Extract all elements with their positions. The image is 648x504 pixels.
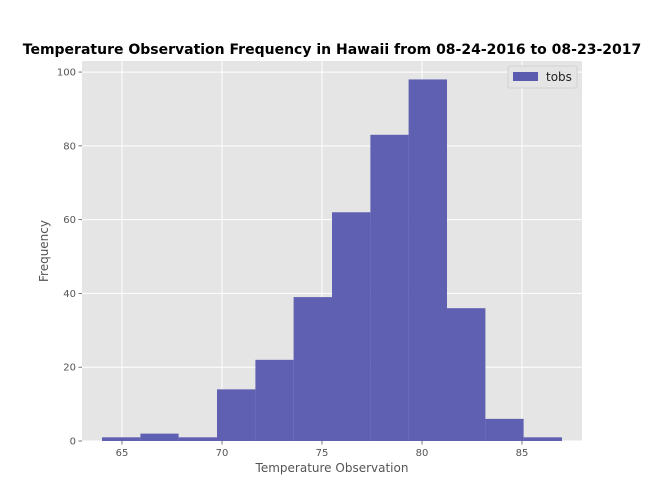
y-tick-label: 100 <box>57 68 76 79</box>
x-axis-ticks: 65 70 75 80 85 <box>116 441 529 459</box>
x-tick-label: 80 <box>416 448 429 459</box>
histogram-bar <box>293 297 332 441</box>
chart-title: Temperature Observation Frequency in Haw… <box>23 42 641 58</box>
legend-label-tobs: tobs <box>546 70 572 84</box>
x-tick-label: 65 <box>116 448 129 459</box>
y-axis-ticks: 0 20 40 60 80 100 <box>57 68 82 448</box>
legend-box <box>507 65 578 89</box>
histogram-bars <box>102 79 562 442</box>
histogram-bar <box>523 437 562 441</box>
x-tick-label: 70 <box>216 448 229 459</box>
grid-lines <box>82 61 582 442</box>
histogram-bar <box>370 134 409 441</box>
histogram-bar <box>408 79 447 442</box>
y-tick-label: 0 <box>70 437 76 448</box>
histogram-bar <box>140 433 179 441</box>
y-tick-label: 80 <box>63 141 76 152</box>
legend-swatch-tobs <box>513 72 538 81</box>
histogram-bar <box>485 418 524 441</box>
x-axis-label: Temperature Observation <box>255 461 409 475</box>
histogram-bar <box>447 308 486 441</box>
y-tick-label: 60 <box>63 215 76 226</box>
x-tick-label: 85 <box>516 448 529 459</box>
y-axis-label: Frequency <box>37 220 51 282</box>
legend: tobs <box>507 65 578 89</box>
x-tick-label: 75 <box>316 448 329 459</box>
histogram-bar <box>255 359 294 441</box>
y-tick-label: 20 <box>63 363 76 374</box>
histogram-bar <box>217 389 256 441</box>
histogram-bar <box>332 212 371 441</box>
y-tick-label: 40 <box>63 289 76 300</box>
histogram-bar <box>178 437 217 441</box>
histogram-bar <box>102 437 141 441</box>
